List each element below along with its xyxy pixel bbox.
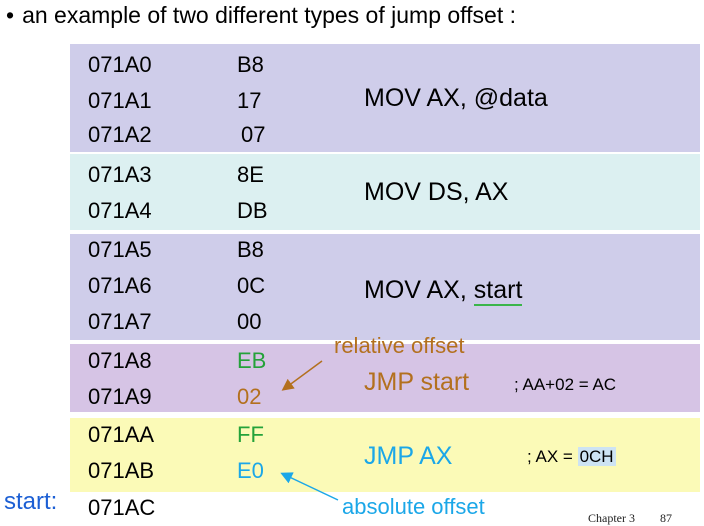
address-cell: 071A0 [88, 52, 152, 77]
address-cell: 071A9 [88, 384, 152, 409]
block-mov-ax-data [70, 44, 700, 152]
page-number: 87 [660, 511, 672, 525]
comment-highlight: 0CH [577, 447, 616, 466]
absolute-offset-note: absolute offset [342, 494, 485, 519]
byte-cell-opcode: FF [237, 422, 264, 447]
address-cell: 071AB [88, 458, 155, 483]
address-cell: 071AC [88, 495, 156, 520]
byte-cell-relative-offset: 02 [237, 384, 262, 409]
title-text: an example of two different types of jum… [22, 2, 516, 28]
address-cell: 071A4 [88, 198, 152, 223]
address-cell: 071A1 [88, 88, 152, 113]
byte-cell-absolute-offset: E0 [237, 458, 264, 483]
instruction-mov-ds-ax: MOV DS, AX [364, 178, 509, 206]
slide-title: • an example of two different types of ju… [6, 2, 516, 29]
block-jmp-start [70, 344, 700, 412]
address-cell: 071A8 [88, 348, 152, 373]
address-cell: 071A5 [88, 237, 152, 262]
byte-cell: DB [237, 198, 268, 223]
byte-cell: B8 [237, 237, 264, 262]
address-cell: 071A7 [88, 309, 152, 334]
comment-jmp-start: ; AA+02 = AC [514, 375, 617, 394]
chapter-label: Chapter 3 [588, 511, 635, 525]
byte-cell: B8 [237, 52, 264, 77]
byte-cell: 07 [241, 122, 266, 147]
instruction-jmp-ax: JMP AX [364, 442, 453, 470]
instruction-mov-ax-start: MOV AX, start [364, 276, 523, 306]
start-operand: start [473, 276, 523, 306]
address-cell: 071A6 [88, 273, 152, 298]
start-label: start: [4, 488, 58, 515]
block-mov-ax-start [70, 234, 700, 340]
relative-offset-arrow [281, 360, 323, 391]
address-cell: 071A2 [88, 122, 152, 147]
block-mov-ds-ax [70, 154, 700, 230]
byte-cell: 0C [237, 273, 266, 298]
comment-jmp-ax: ; AX = 0CH [527, 447, 616, 467]
byte-cell-opcode: EB [237, 348, 267, 373]
byte-cell: 00 [237, 309, 262, 334]
relative-offset-note: relative offset [334, 333, 465, 358]
instruction-jmp-start: JMP start [364, 368, 470, 396]
byte-cell: 8E [237, 162, 264, 187]
absolute-offset-arrow [280, 472, 339, 501]
instruction-mov-ax-data: MOV AX, @data [364, 84, 548, 112]
instruction-mov-ax-prefix: MOV AX, [364, 276, 474, 304]
address-cell: 071AA [88, 422, 155, 447]
byte-cell: 17 [237, 88, 262, 113]
comment-jmp-ax-prefix: ; AX = [527, 447, 578, 466]
bullet-icon: • [6, 2, 15, 28]
address-cell: 071A3 [88, 162, 152, 187]
